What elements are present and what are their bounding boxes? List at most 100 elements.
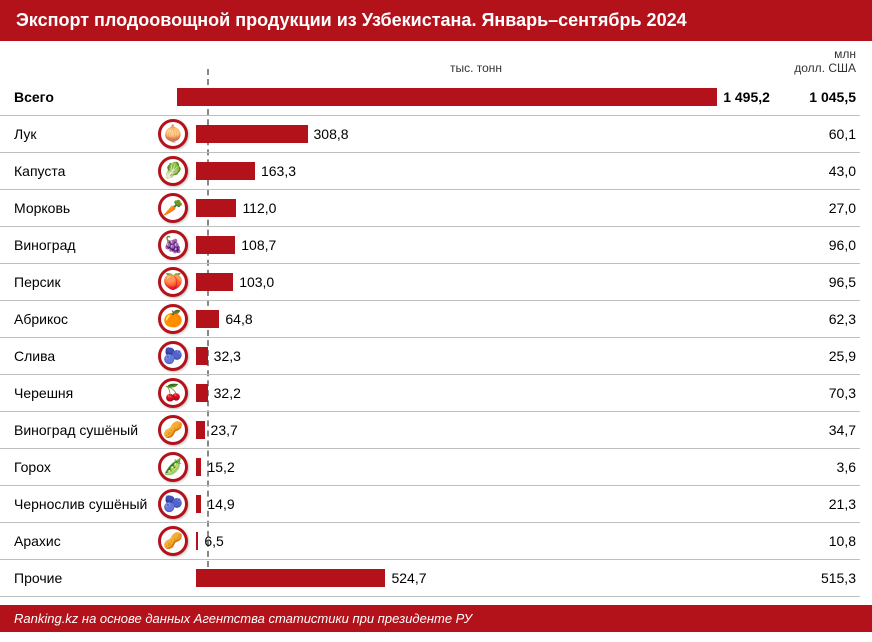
data-row: Всего1 495,21 045,5 [0, 79, 860, 116]
header-usd: млн долл. США [756, 47, 856, 75]
row-label: Слива [0, 348, 150, 364]
tons-value: 163,3 [255, 163, 296, 179]
bar-cell: 108,7 [196, 227, 760, 263]
row-label: Виноград сушёный [0, 422, 150, 438]
tons-value: 112,0 [236, 200, 276, 216]
usd-value: 96,0 [760, 237, 860, 253]
produce-icon: 🍇 [158, 230, 188, 260]
row-icon-cell: 🍇 [150, 230, 196, 260]
chart-body: тыс. тонн млн долл. США Всего1 495,21 04… [0, 41, 872, 605]
row-label: Персик [0, 274, 150, 290]
bar [196, 236, 235, 254]
data-row: Виноград сушёный🥜23,734,7 [0, 412, 860, 449]
tons-value: 6,5 [198, 533, 223, 549]
produce-icon: 🫛 [158, 452, 188, 482]
row-label: Прочие [0, 570, 150, 586]
bar-cell: 32,3 [196, 338, 760, 374]
tons-value: 308,8 [308, 126, 349, 142]
tons-value: 15,2 [201, 459, 234, 475]
bar [196, 162, 255, 180]
tons-value: 14,9 [201, 496, 234, 512]
produce-icon: 🫐 [158, 489, 188, 519]
bar [177, 88, 717, 106]
tons-value: 32,3 [208, 348, 241, 364]
usd-value: 62,3 [760, 311, 860, 327]
produce-icon: 🥕 [158, 193, 188, 223]
row-label: Абрикос [0, 311, 150, 327]
tons-value: 524,7 [385, 570, 426, 586]
bar [196, 199, 236, 217]
bar-cell: 64,8 [196, 301, 760, 337]
bar-cell: 14,9 [196, 486, 760, 522]
data-row: Морковь 🥕 112,0 27,0 [0, 190, 860, 227]
produce-icon: 🫐 [158, 341, 188, 371]
footer-source: Ranking.kz на основе данных Агентства ст… [0, 605, 872, 632]
bar [196, 569, 385, 587]
bar [196, 421, 205, 439]
data-row: Капуста 🥬 163,3 43,0 [0, 153, 860, 190]
produce-icon: 🥬 [158, 156, 188, 186]
bar-cell: 1 495,2 [177, 79, 770, 115]
usd-value: 21,3 [760, 496, 860, 512]
row-icon-cell: 🫐 [150, 489, 196, 519]
data-row: Слива 🫐 32,3 25,9 [0, 338, 860, 375]
row-icon-cell: 🧅 [150, 119, 196, 149]
bar-cell: 524,7 [196, 560, 760, 596]
produce-icon: 🍊 [158, 304, 188, 334]
usd-value: 43,0 [760, 163, 860, 179]
row-icon-cell: 🫛 [150, 452, 196, 482]
bar-cell: 163,3 [196, 153, 760, 189]
usd-value: 10,8 [760, 533, 860, 549]
data-row: Виноград 🍇 108,7 96,0 [0, 227, 860, 264]
usd-value: 27,0 [760, 200, 860, 216]
row-icon-cell: 🍑 [150, 267, 196, 297]
chart-title: Экспорт плодоовощной продукции из Узбеки… [0, 0, 872, 41]
data-row: Черешня🍒32,270,3 [0, 375, 860, 412]
bar [196, 125, 308, 143]
row-icon-cell: 🥜 [150, 415, 196, 445]
produce-icon: 🥜 [158, 526, 188, 556]
row-icon-cell: 🍒 [150, 378, 196, 408]
row-label: Лук [0, 126, 150, 142]
bar [196, 384, 208, 402]
bar [196, 347, 208, 365]
bar-cell: 32,2 [196, 375, 760, 411]
bar-cell: 6,5 [196, 523, 760, 559]
data-row: Лук 🧅 308,8 60,1 [0, 116, 860, 153]
usd-value: 3,6 [760, 459, 860, 475]
tons-value: 64,8 [219, 311, 252, 327]
bar [196, 310, 219, 328]
data-row: Прочие524,7515,3 [0, 560, 860, 597]
tons-value: 23,7 [205, 422, 238, 438]
row-label: Арахис [0, 533, 150, 549]
usd-value: 60,1 [760, 126, 860, 142]
row-label: Капуста [0, 163, 150, 179]
data-row: Горох 🫛 15,2 3,6 [0, 449, 860, 486]
row-label: Чернослив сушёный [0, 496, 150, 512]
row-label: Виноград [0, 237, 150, 253]
produce-icon: 🥜 [158, 415, 188, 445]
row-icon-cell: 🥬 [150, 156, 196, 186]
usd-value: 25,9 [760, 348, 860, 364]
usd-value: 96,5 [760, 274, 860, 290]
bar-cell: 15,2 [196, 449, 760, 485]
row-icon-cell: 🫐 [150, 341, 196, 371]
header-tons: тыс. тонн [196, 61, 756, 75]
row-label: Всего [0, 89, 136, 105]
tons-value: 108,7 [235, 237, 276, 253]
row-label: Черешня [0, 385, 150, 401]
data-row: Чернослив сушёный 🫐 14,9 21,3 [0, 486, 860, 523]
data-row: Абрикос 🍊 64,8 62,3 [0, 301, 860, 338]
produce-icon: 🧅 [158, 119, 188, 149]
column-headers: тыс. тонн млн долл. США [0, 41, 872, 79]
bar-cell: 308,8 [196, 116, 760, 152]
row-label: Горох [0, 459, 150, 475]
bar [196, 273, 233, 291]
row-icon-cell: 🥜 [150, 526, 196, 556]
row-label: Морковь [0, 200, 150, 216]
tons-value: 103,0 [233, 274, 274, 290]
bar-cell: 23,7 [196, 412, 760, 448]
row-icon-cell: 🍊 [150, 304, 196, 334]
produce-icon: 🍒 [158, 378, 188, 408]
data-row: Персик🍑 103,0 96,5 [0, 264, 860, 301]
